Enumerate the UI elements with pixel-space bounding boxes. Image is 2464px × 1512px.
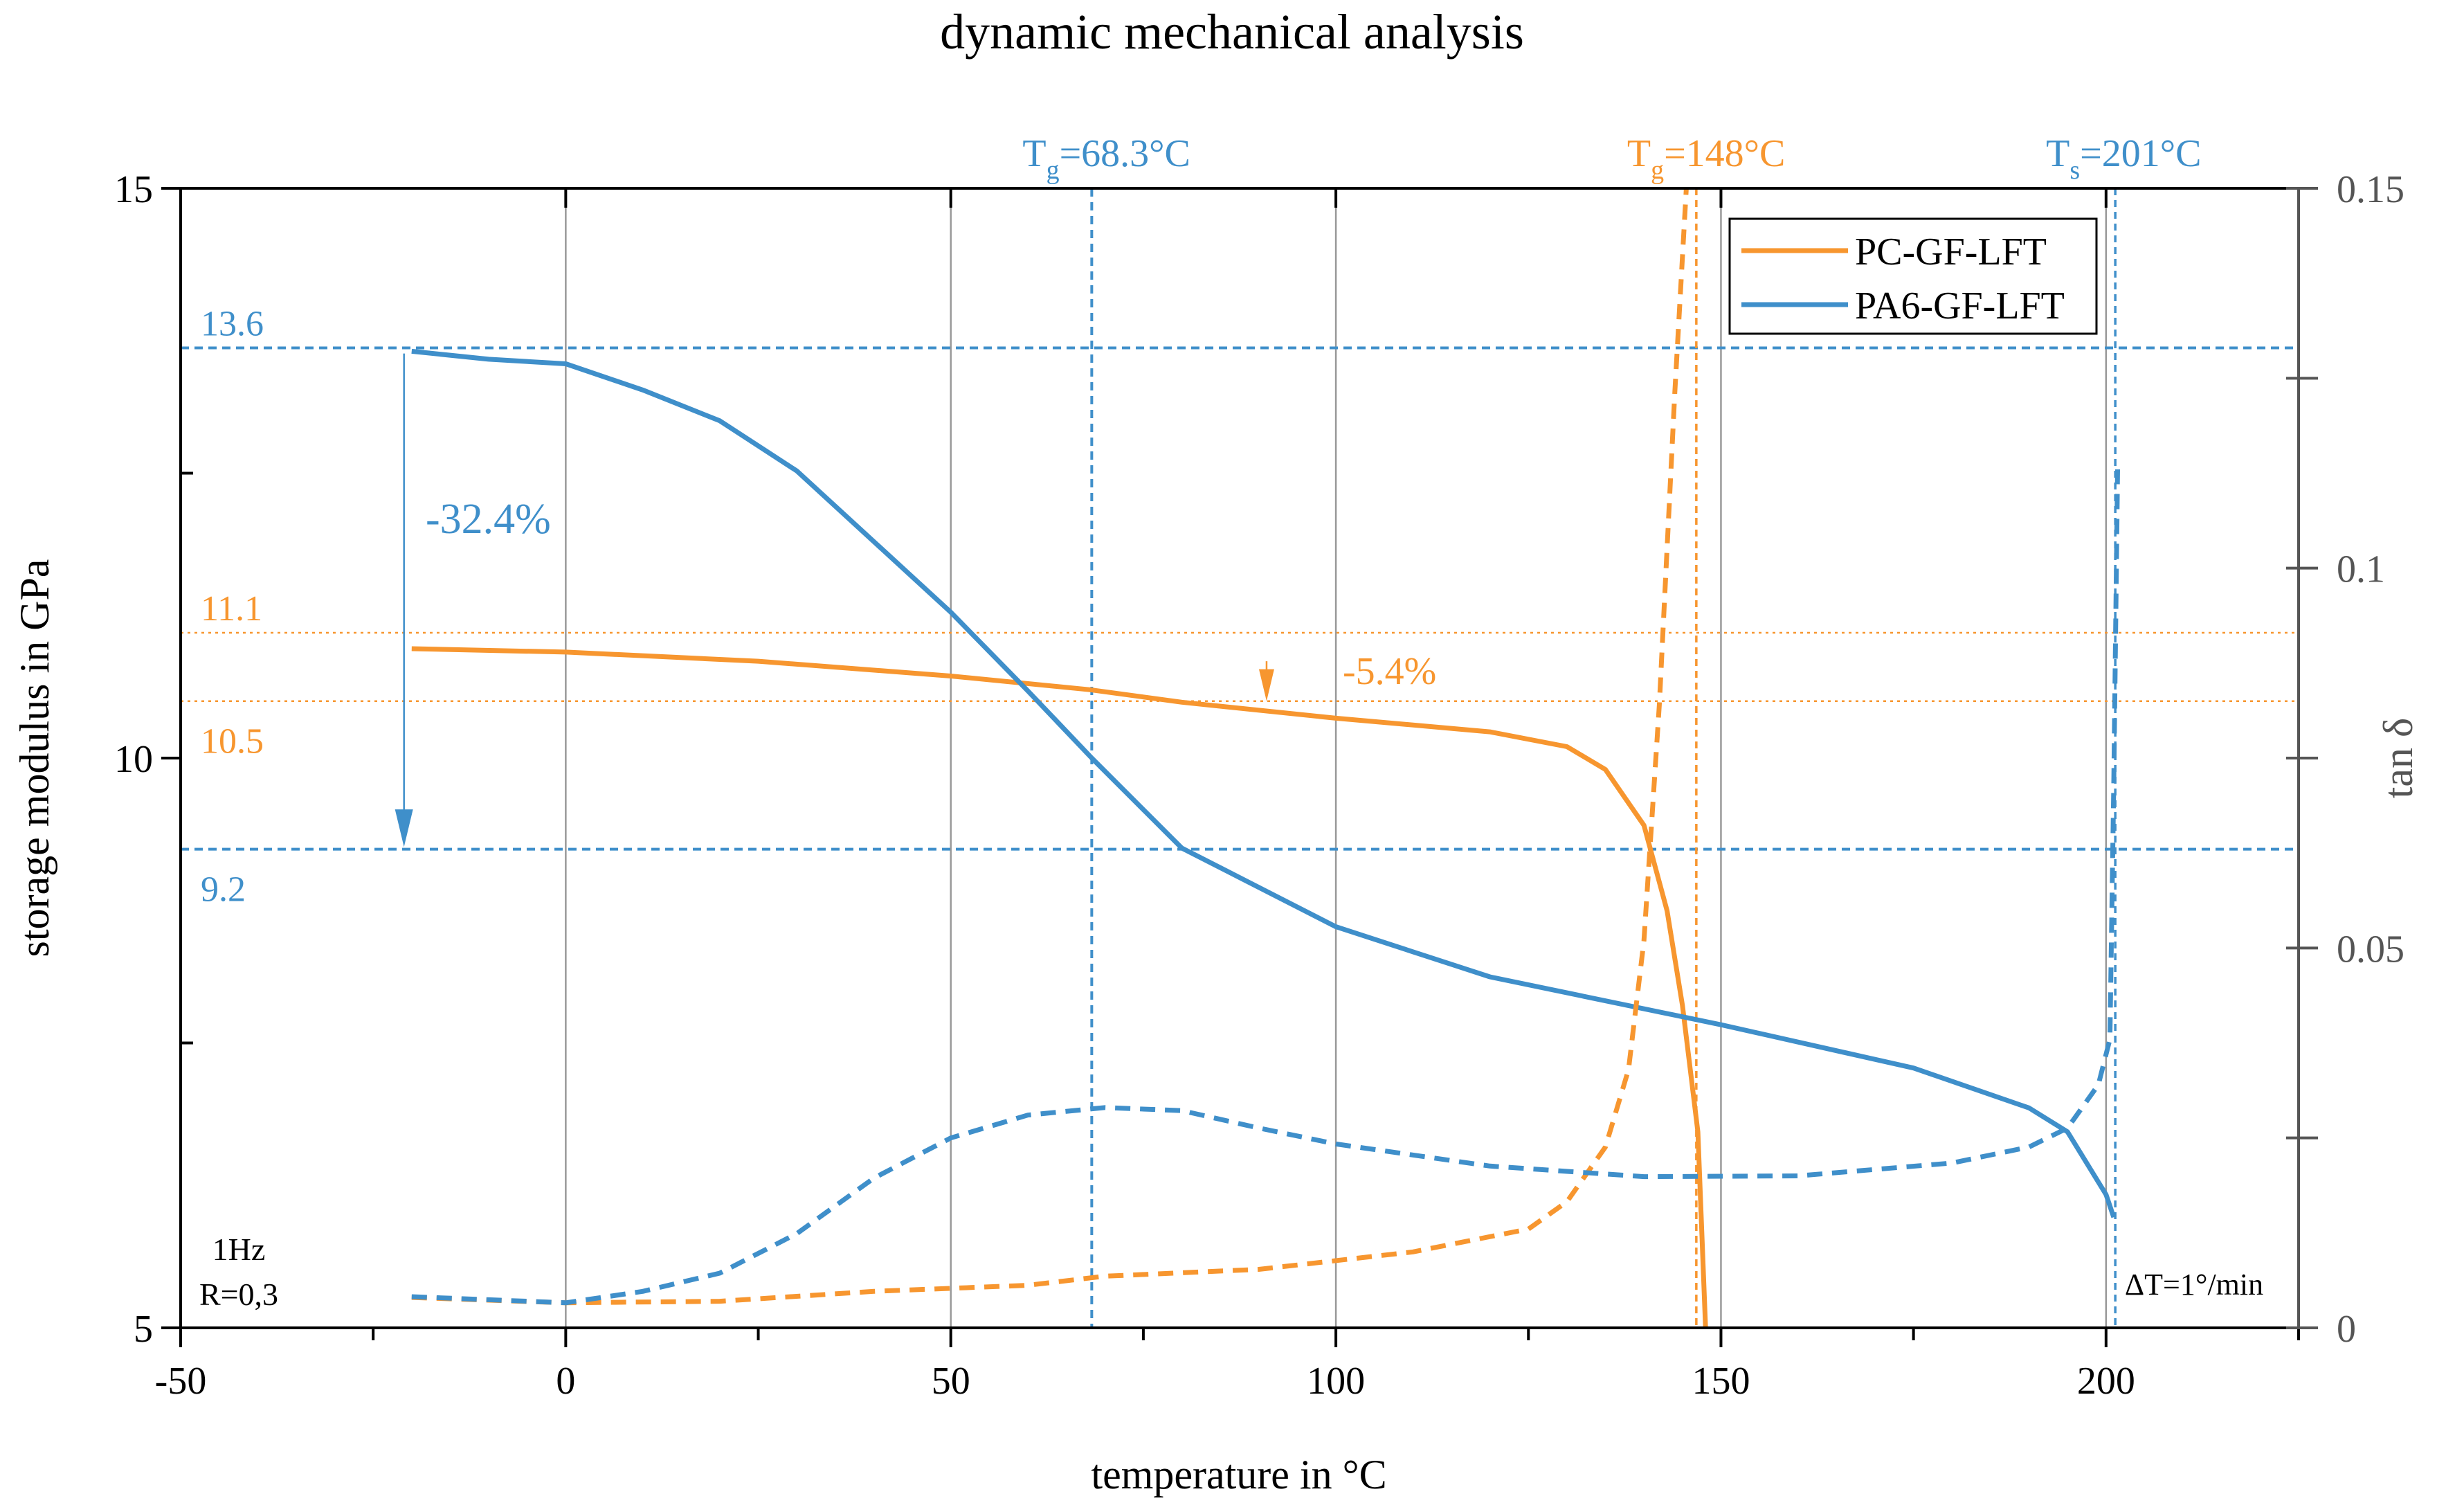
chart-title: dynamic mechanical analysis: [940, 4, 1524, 60]
x-tick-label: 0: [556, 1360, 575, 1403]
x-axis-label: temperature in °C: [1091, 1452, 1386, 1497]
legend-label-pc: PC-GF-LFT: [1855, 231, 2047, 273]
series-line-0: [411, 646, 1708, 1329]
series-line-3: [411, 469, 2120, 1306]
series: [411, 188, 2120, 1329]
x-tick-label: 100: [1307, 1360, 1365, 1403]
ref-label-h: 10.5: [201, 722, 264, 762]
legend-box: [1728, 217, 2098, 335]
x-tick-label: 50: [932, 1360, 970, 1403]
legend-label-pa6: PA6-GF-LFT: [1855, 285, 2065, 327]
ref-label-v: Tg=148°C: [1627, 132, 1786, 185]
arrow-head-icon: [395, 809, 413, 847]
annotations: -32.4% -5.4% 1Hz R=0,3 ΔT=1°/min: [199, 496, 2263, 1312]
legend: PC-GF-LFT PA6-GF-LFT: [1728, 217, 2098, 335]
heating-rate-label: ΔT=1°/min: [2125, 1268, 2263, 1302]
reference-lines: 13.6 9.2 11.1 10.5 Tg=68.3°C Tg=148°C Ts=201°C: [181, 132, 2299, 1328]
y2-tick-label: 0.05: [2337, 928, 2404, 971]
y2-axis-label: tan δ: [2375, 718, 2421, 799]
pa6-drop-label: -32.4%: [426, 496, 551, 543]
x-tick-label: 200: [2077, 1360, 2135, 1403]
arrow-head-icon: [1258, 669, 1274, 701]
frequency-label: 1Hz: [212, 1232, 266, 1267]
y-tick-label: 15: [114, 168, 153, 211]
ref-label-h: 9.2: [201, 870, 246, 910]
ref-label-h: 11.1: [201, 589, 262, 629]
pc-drop-label: -5.4%: [1343, 650, 1436, 693]
x-tick-label: 150: [1692, 1360, 1750, 1403]
ref-label-v: Ts=201°C: [2046, 132, 2201, 185]
y-axis-label: storage modulus in GPa: [12, 559, 57, 957]
x-tick-label: -50: [155, 1360, 207, 1403]
ref-label-v: Tg=68.3°C: [1022, 132, 1190, 185]
series-line-1: [411, 348, 2117, 1218]
y-tick-label: 5: [134, 1308, 153, 1351]
y2-tick-label: 0.1: [2337, 548, 2385, 591]
y-tick-label: 10: [114, 738, 153, 781]
grid: [565, 188, 2108, 1328]
ref-label-h: 13.6: [201, 304, 264, 343]
ratio-label: R=0,3: [199, 1277, 278, 1312]
series-line-2: [411, 188, 1689, 1306]
y2-tick-label: 0: [2337, 1308, 2356, 1351]
y2-tick-label: 0.15: [2337, 168, 2404, 211]
